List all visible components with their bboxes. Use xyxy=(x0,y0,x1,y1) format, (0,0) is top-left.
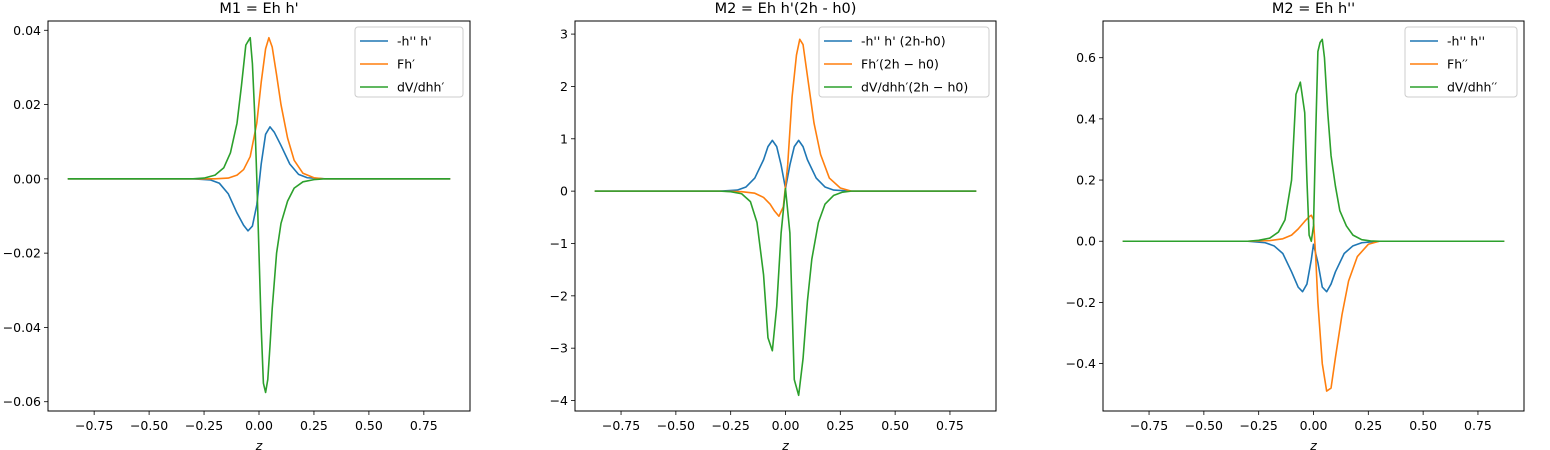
x-tick-label: 0.75 xyxy=(410,418,438,433)
x-tick-label: 0.50 xyxy=(355,418,383,433)
series-line-3 xyxy=(594,187,977,397)
legend-box xyxy=(1404,26,1518,98)
legend-label: Fh′′ xyxy=(1447,57,1468,72)
y-tick-label: 1 xyxy=(560,131,568,146)
y-tick-label: −2 xyxy=(550,288,568,303)
series-line-1 xyxy=(1122,240,1505,293)
y-tick-label: −0.02 xyxy=(3,246,41,261)
x-tick-label: 0.00 xyxy=(245,418,273,433)
legend-label: -h'' h' xyxy=(397,34,432,49)
x-tick-label: 0.25 xyxy=(826,418,854,433)
x-tick-label: −0.75 xyxy=(1130,418,1168,433)
y-tick-label: 0.0 xyxy=(1076,234,1096,249)
series-line-1 xyxy=(67,126,451,232)
y-tick-label: −3 xyxy=(550,341,568,356)
x-tick-label: 0.25 xyxy=(300,418,328,433)
legend-label: dV/dhh′′ xyxy=(1447,80,1497,95)
y-tick-label: −0.04 xyxy=(3,320,41,335)
series-line-2 xyxy=(594,38,977,218)
legend-label: -h'' h' (2h-h0) xyxy=(861,34,946,49)
series-line-2 xyxy=(1122,214,1505,392)
y-tick-label: −0.4 xyxy=(1066,356,1096,371)
y-tick-label: 0.00 xyxy=(13,171,41,186)
subplot-3: −0.75 −0.50 −0.25 0.00 0.25 0.50 0.75 −0.4 −0.2 0… xyxy=(1066,1,1525,450)
x-tick-label: 0.00 xyxy=(772,418,800,433)
series-line-3 xyxy=(67,36,451,394)
x-tick-label: 0.25 xyxy=(1354,418,1382,433)
x-axis-label: z xyxy=(255,438,263,450)
legend-box xyxy=(354,26,464,98)
legend: -h'' h' (2h-h0) Fh′(2h − h0) dV/dhh′(2h − … xyxy=(818,26,990,98)
x-axis-label: z xyxy=(1309,438,1317,450)
x-tick-label: −0.75 xyxy=(602,418,640,433)
legend: -h'' h' Fh′ dV/dhh′ xyxy=(354,26,464,98)
x-tick-label: −0.75 xyxy=(75,418,113,433)
chart-title: M2 = Eh h'(2h - h0) xyxy=(715,1,857,17)
x-tick-label: 0.75 xyxy=(936,418,964,433)
y-tick-label: 0.4 xyxy=(1076,111,1096,126)
y-tick-label: 0.04 xyxy=(13,23,41,38)
y-tick-label: 0.2 xyxy=(1076,173,1096,188)
x-tick-label: −0.25 xyxy=(185,418,223,433)
x-tick-label: −0.50 xyxy=(1185,418,1223,433)
series-line-3 xyxy=(1122,38,1505,243)
y-tick-label: −0.06 xyxy=(3,394,41,409)
x-tick-label: 0.50 xyxy=(881,418,909,433)
x-tick-label: −0.25 xyxy=(712,418,750,433)
x-tick-label: −0.50 xyxy=(130,418,168,433)
subplot-1: −0.75 −0.50 −0.25 0.00 0.25 0.50 0.75 −0.06 −0.0… xyxy=(3,1,471,450)
series-line-2 xyxy=(67,36,451,180)
x-tick-label: 0.50 xyxy=(1409,418,1437,433)
legend-label: Fh′(2h − h0) xyxy=(861,57,939,72)
y-tick-label: 2 xyxy=(560,79,568,94)
legend-box xyxy=(818,26,990,98)
y-tick-label: 0.6 xyxy=(1076,50,1096,65)
y-tick-label: 0.02 xyxy=(13,97,41,112)
y-tick-label: 0 xyxy=(560,184,568,199)
y-tick-label: −1 xyxy=(550,236,568,251)
legend-label: Fh′ xyxy=(397,57,415,72)
x-axis-label: z xyxy=(781,438,789,450)
chart-title: M2 = Eh h'' xyxy=(1272,1,1355,17)
y-tick-label: 3 xyxy=(560,27,568,42)
legend-label: dV/dhh′ xyxy=(397,80,444,95)
chart-title: M1 = Eh h' xyxy=(219,1,298,17)
x-tick-label: −0.25 xyxy=(1240,418,1278,433)
legend-label: dV/dhh′(2h − h0) xyxy=(861,80,968,95)
legend-label: -h'' h'' xyxy=(1447,34,1485,49)
y-tick-label: −0.2 xyxy=(1066,295,1096,310)
x-tick-label: −0.50 xyxy=(657,418,695,433)
subplot-2: −0.75 −0.50 −0.25 0.00 0.25 0.50 0.75 −4 −3 −2 −1 0… xyxy=(550,1,997,450)
legend: -h'' h'' Fh′′ dV/dhh′′ xyxy=(1404,26,1518,98)
x-tick-label: 0.00 xyxy=(1300,418,1328,433)
x-tick-label: 0.75 xyxy=(1464,418,1492,433)
y-tick-label: −4 xyxy=(550,393,568,408)
